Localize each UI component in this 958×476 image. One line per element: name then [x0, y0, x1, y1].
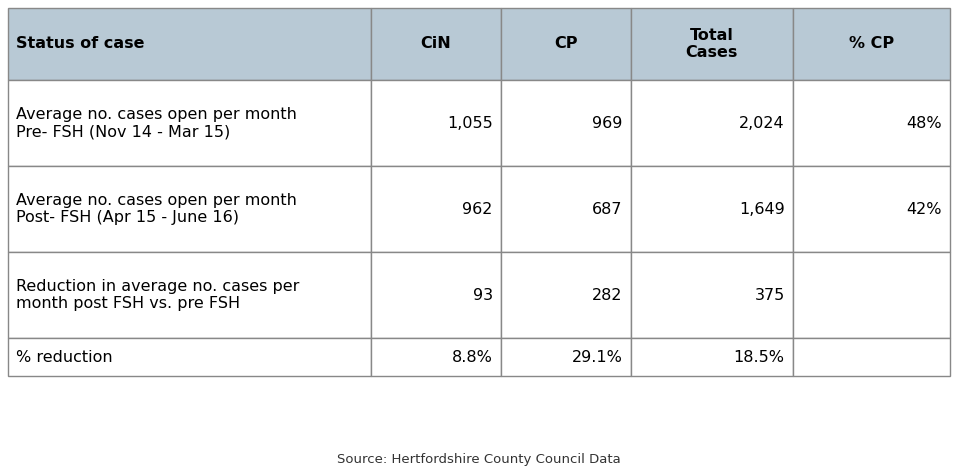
Text: 969: 969 [592, 116, 623, 130]
Text: 962: 962 [463, 201, 492, 217]
Text: 93: 93 [472, 288, 492, 303]
Bar [630, 8, 792, 80]
Bar [501, 8, 630, 80]
Bar [8, 338, 371, 376]
Bar [501, 80, 630, 166]
Text: CP: CP [554, 37, 578, 51]
Text: 18.5%: 18.5% [734, 349, 785, 365]
Text: 1,055: 1,055 [447, 116, 492, 130]
Text: CiN: CiN [421, 37, 451, 51]
Text: 2,024: 2,024 [739, 116, 785, 130]
Text: 1,649: 1,649 [739, 201, 785, 217]
Bar [792, 252, 950, 338]
Text: 29.1%: 29.1% [572, 349, 623, 365]
Text: Average no. cases open per month
Post- FSH (Apr 15 - June 16): Average no. cases open per month Post- F… [16, 193, 297, 225]
Bar [630, 338, 792, 376]
Text: 375: 375 [755, 288, 785, 303]
Bar [8, 166, 371, 252]
Text: 687: 687 [592, 201, 623, 217]
Bar [371, 8, 501, 80]
Bar [371, 166, 501, 252]
Bar [792, 166, 950, 252]
Text: Status of case: Status of case [16, 37, 145, 51]
Bar [630, 252, 792, 338]
Text: Source: Hertfordshire County Council Data: Source: Hertfordshire County Council Dat… [337, 454, 621, 466]
Bar [501, 252, 630, 338]
Text: % CP: % CP [849, 37, 894, 51]
Bar [371, 338, 501, 376]
Bar [630, 80, 792, 166]
Bar [8, 252, 371, 338]
Text: Total
Cases: Total Cases [686, 28, 738, 60]
Bar [792, 338, 950, 376]
Text: Reduction in average no. cases per
month post FSH vs. pre FSH: Reduction in average no. cases per month… [16, 279, 299, 311]
Text: % reduction: % reduction [16, 349, 113, 365]
Bar [8, 80, 371, 166]
Bar [8, 8, 371, 80]
Text: 42%: 42% [906, 201, 942, 217]
Bar [371, 80, 501, 166]
Bar [630, 166, 792, 252]
Bar [792, 8, 950, 80]
Text: Average no. cases open per month
Pre- FSH (Nov 14 - Mar 15): Average no. cases open per month Pre- FS… [16, 107, 297, 139]
Bar [501, 166, 630, 252]
Text: 8.8%: 8.8% [452, 349, 492, 365]
Text: 282: 282 [592, 288, 623, 303]
Bar [501, 338, 630, 376]
Bar [371, 252, 501, 338]
Bar [792, 80, 950, 166]
Text: 48%: 48% [906, 116, 942, 130]
